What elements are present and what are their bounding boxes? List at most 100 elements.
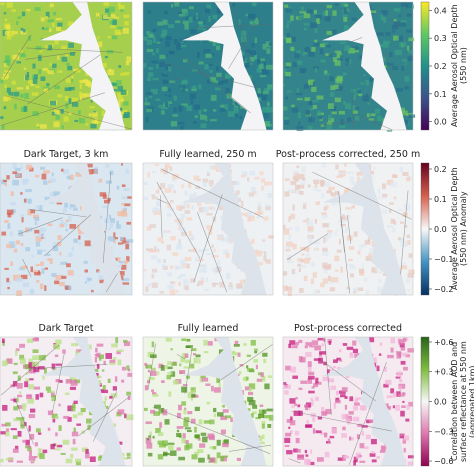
- texture: [358, 268, 365, 274]
- texture: [401, 262, 406, 265]
- texture: [102, 401, 106, 405]
- texture: [264, 87, 271, 92]
- texture: [305, 454, 309, 457]
- texture: [34, 174, 40, 178]
- texture: [348, 437, 355, 441]
- texture: [298, 339, 303, 344]
- texture: [377, 290, 382, 294]
- colorbar: [420, 162, 430, 296]
- texture: [6, 87, 11, 93]
- texture: [356, 172, 364, 176]
- texture: [204, 64, 209, 70]
- texture: [46, 83, 50, 87]
- texture: [30, 83, 35, 87]
- texture: [166, 101, 172, 104]
- texture: [261, 434, 265, 440]
- texture: [79, 83, 82, 90]
- texture: [90, 100, 93, 103]
- texture: [150, 88, 158, 95]
- texture: [393, 220, 397, 225]
- texture: [221, 455, 229, 458]
- texture: [402, 438, 407, 444]
- texture: [292, 375, 298, 379]
- texture: [170, 348, 173, 351]
- texture: [117, 359, 122, 366]
- texture: [53, 443, 56, 447]
- texture: [261, 178, 266, 183]
- texture: [76, 349, 82, 353]
- texture: [369, 77, 374, 82]
- texture: [190, 389, 196, 393]
- colorbar-tick-label: −0.2: [434, 285, 453, 294]
- texture: [197, 51, 200, 58]
- texture: [314, 219, 318, 224]
- texture: [183, 366, 191, 369]
- texture: [220, 415, 227, 421]
- texture: [215, 66, 219, 72]
- texture: [310, 261, 315, 267]
- map-panel: [282, 1, 416, 132]
- texture: [181, 8, 188, 14]
- texture: [87, 424, 94, 431]
- texture: [2, 30, 7, 36]
- texture: [246, 177, 250, 182]
- texture: [209, 419, 215, 425]
- texture: [146, 48, 154, 52]
- texture: [288, 426, 291, 429]
- texture: [54, 354, 59, 357]
- texture: [165, 101, 169, 108]
- texture: [315, 15, 323, 20]
- texture: [292, 243, 297, 250]
- texture: [303, 23, 310, 26]
- texture: [42, 376, 45, 380]
- texture: [292, 204, 295, 211]
- texture: [12, 54, 20, 60]
- texture: [400, 265, 408, 270]
- texture: [323, 73, 331, 76]
- water: [322, 2, 407, 130]
- texture: [297, 404, 301, 408]
- texture: [347, 117, 352, 123]
- texture: [351, 17, 357, 21]
- texture: [390, 347, 394, 353]
- texture: [216, 72, 222, 77]
- texture: [63, 116, 69, 122]
- texture: [24, 381, 29, 388]
- texture: [234, 340, 239, 345]
- texture: [147, 77, 152, 82]
- texture: [311, 340, 319, 346]
- texture: [65, 458, 73, 464]
- texture: [19, 343, 26, 348]
- texture: [382, 183, 386, 190]
- texture: [380, 10, 388, 13]
- texture: [166, 244, 172, 251]
- texture: [261, 185, 264, 191]
- texture: [233, 343, 240, 347]
- texture: [315, 377, 319, 384]
- texture: [17, 430, 22, 437]
- texture: [406, 13, 412, 17]
- texture: [340, 119, 344, 126]
- texture: [146, 438, 150, 441]
- texture: [191, 69, 198, 72]
- texture: [59, 380, 63, 383]
- texture: [307, 361, 312, 368]
- texture: [54, 448, 61, 451]
- texture: [26, 71, 30, 78]
- texture: [68, 112, 72, 115]
- texture: [111, 343, 118, 348]
- texture: [96, 352, 101, 358]
- texture: [227, 240, 234, 244]
- texture: [297, 258, 303, 262]
- texture: [248, 391, 254, 396]
- texture: [183, 417, 190, 423]
- texture: [332, 29, 337, 35]
- texture: [399, 385, 402, 391]
- colorbar-tick-label: 0.1: [434, 195, 447, 204]
- texture: [17, 394, 23, 398]
- texture: [195, 257, 201, 262]
- texture: [24, 227, 29, 233]
- texture: [26, 394, 33, 400]
- texture: [8, 92, 14, 96]
- texture: [266, 259, 270, 265]
